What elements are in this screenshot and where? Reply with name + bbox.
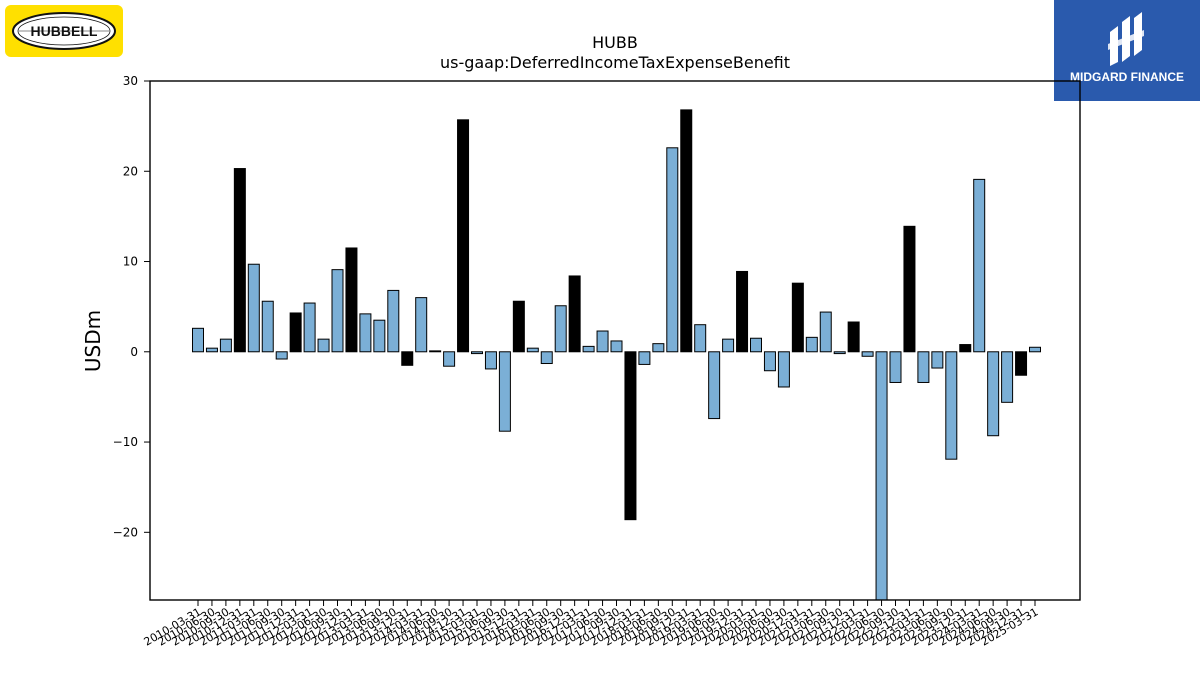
bar-2025-03-31 <box>1029 346 1041 353</box>
bar-2017-12-31 <box>624 351 637 521</box>
bar-2024-03-31 <box>973 178 986 353</box>
bar-2024-09-30 <box>1001 351 1014 403</box>
bar-2018-12-31 <box>680 109 693 353</box>
bar-2023-12-31 <box>959 344 972 353</box>
bar-2010-09-30 <box>219 338 232 353</box>
y-axis-label: USDm <box>81 310 105 372</box>
bar-2022-12-31 <box>903 225 916 353</box>
bar-2023-03-31 <box>917 351 930 383</box>
bar-2020-06-30 <box>763 351 776 372</box>
bar-2021-03-31 <box>805 336 818 353</box>
hubbell-logo: HUBBELL <box>5 5 123 57</box>
bar-2015-06-30 <box>484 351 497 370</box>
bar-2019-09-30 <box>722 338 735 353</box>
y-tick-label: 10 <box>123 255 138 269</box>
bar-2015-09-30 <box>498 351 511 432</box>
bar-2016-09-30 <box>554 305 567 353</box>
bar-series <box>192 109 1041 601</box>
bar-2011-12-31 <box>289 312 302 353</box>
bar-2014-03-31 <box>415 297 428 353</box>
bar-2017-03-31 <box>582 345 595 353</box>
bar-2011-06-30 <box>261 300 274 353</box>
bar-2020-12-31 <box>791 282 804 353</box>
bar-2012-12-31 <box>345 247 358 353</box>
y-tick-label: 30 <box>123 74 138 88</box>
chart-subtitle: us-gaap:DeferredIncomeTaxExpenseBenefit <box>440 53 790 72</box>
bar-2021-12-31 <box>847 321 860 353</box>
bar-2016-12-31 <box>568 275 581 353</box>
bar-2015-03-31 <box>471 351 483 355</box>
y-tick-label: 20 <box>123 164 138 178</box>
bar-2012-03-31 <box>303 302 316 353</box>
y-tick-label: −20 <box>113 525 138 539</box>
bar-2022-03-31 <box>861 351 874 357</box>
bar-2010-12-31 <box>233 168 246 353</box>
bar-2013-06-30 <box>373 319 386 353</box>
bar-2021-09-30 <box>833 351 846 355</box>
bar-2024-06-30 <box>987 351 1000 437</box>
bar-2022-06-30 <box>875 351 888 601</box>
bar-2019-06-30 <box>708 351 721 420</box>
bar-2020-03-31 <box>750 337 762 353</box>
midgard-rune-logo-icon: MIDGARD FINANCE <box>1070 12 1184 84</box>
bar-2013-09-30 <box>387 289 400 353</box>
bar-2020-09-30 <box>777 351 790 388</box>
bar-2014-09-30 <box>443 351 456 367</box>
bar-2010-06-30 <box>205 347 218 353</box>
bar-2017-06-30 <box>596 330 609 353</box>
bar-2011-03-31 <box>247 263 260 353</box>
bar-2013-03-31 <box>359 313 372 353</box>
bar-2010-03-31 <box>192 327 204 353</box>
bar-2012-09-30 <box>331 269 344 353</box>
bar-2021-06-30 <box>819 311 832 353</box>
y-tick-label: 0 <box>130 345 138 359</box>
bar-2023-06-30 <box>931 351 944 369</box>
bar-2016-03-31 <box>526 347 539 353</box>
bar-2018-06-30 <box>652 343 665 353</box>
bar-2018-03-31 <box>638 351 651 365</box>
bar-2015-12-31 <box>512 300 525 353</box>
bar-2014-06-30 <box>429 350 442 353</box>
midgard-logo-text: MIDGARD FINANCE <box>1070 70 1184 84</box>
bar-2012-06-30 <box>317 338 330 353</box>
bar-2017-09-30 <box>610 340 623 353</box>
bar-2018-09-30 <box>666 147 679 353</box>
bar-2024-12-31 <box>1015 351 1028 376</box>
chart-title: HUBB <box>592 33 638 52</box>
midgard-finance-logo: MIDGARD FINANCE <box>1054 0 1200 101</box>
bar-2013-12-31 <box>401 351 414 366</box>
bar-2014-12-31 <box>457 119 470 353</box>
bar-2011-09-30 <box>275 351 288 360</box>
bar-2019-12-31 <box>736 270 749 353</box>
bar-2019-03-31 <box>694 324 707 353</box>
bar-2016-06-30 <box>540 351 553 365</box>
y-tick-label: −10 <box>113 435 138 449</box>
hubbell-logo-text: HUBBELL <box>31 23 98 39</box>
hubbell-oval-globe-logo-icon: HUBBELL <box>12 12 116 50</box>
plot-area-frame <box>149 80 1081 601</box>
bar-2023-09-30 <box>945 351 958 460</box>
bar-2022-09-30 <box>889 351 902 383</box>
x-axis-ticks: 2010-03-312010-06-302010-09-302010-12-31… <box>142 600 1041 649</box>
y-axis-ticks: −20 −10 0 10 20 30 <box>113 74 150 539</box>
